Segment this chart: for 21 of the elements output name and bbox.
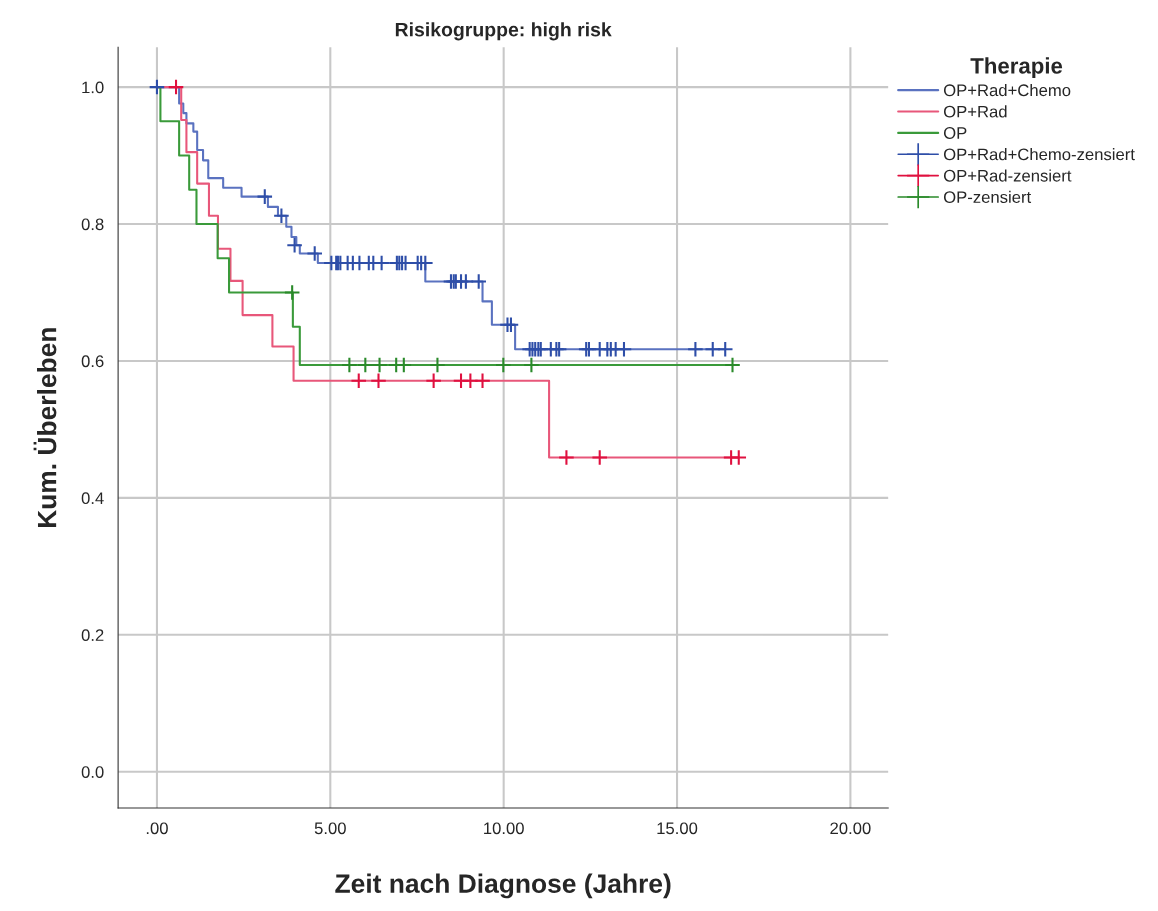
y-tick-label: 0.6 xyxy=(81,355,104,368)
legend-label: OP+Rad-zensiert xyxy=(943,169,1072,182)
legend-label: OP xyxy=(943,127,967,139)
legend-label: OP-zensiert xyxy=(943,190,1032,204)
y-axis-title: Kum. Überleben xyxy=(33,328,57,528)
x-tick-label: .00 xyxy=(146,822,168,835)
chart-title: Risikogruppe: high risk xyxy=(395,22,612,41)
legend-label: OP+Rad+Chemo xyxy=(943,83,1071,97)
y-tick-label: 0.4 xyxy=(81,492,104,505)
x-tick-label: 10.00 xyxy=(484,822,524,835)
y-tick-label: 0.8 xyxy=(81,218,104,231)
x-tick-label: 5.00 xyxy=(314,822,346,835)
legend-label: OP+Rad+Chemo-zensiert xyxy=(943,148,1135,161)
legend-label: OP+Rad xyxy=(943,105,1007,118)
y-tick-label: 0.0 xyxy=(81,766,104,778)
x-tick-label: 15.00 xyxy=(657,822,698,835)
y-tick-label: 0.2 xyxy=(81,629,104,642)
x-tick-label: 20.00 xyxy=(830,822,871,835)
y-tick-label: 1.0 xyxy=(82,81,104,94)
x-axis-title: Zeit nach Diagnose (Jahre) xyxy=(335,873,671,899)
legend-title: Therapie xyxy=(970,57,1063,79)
